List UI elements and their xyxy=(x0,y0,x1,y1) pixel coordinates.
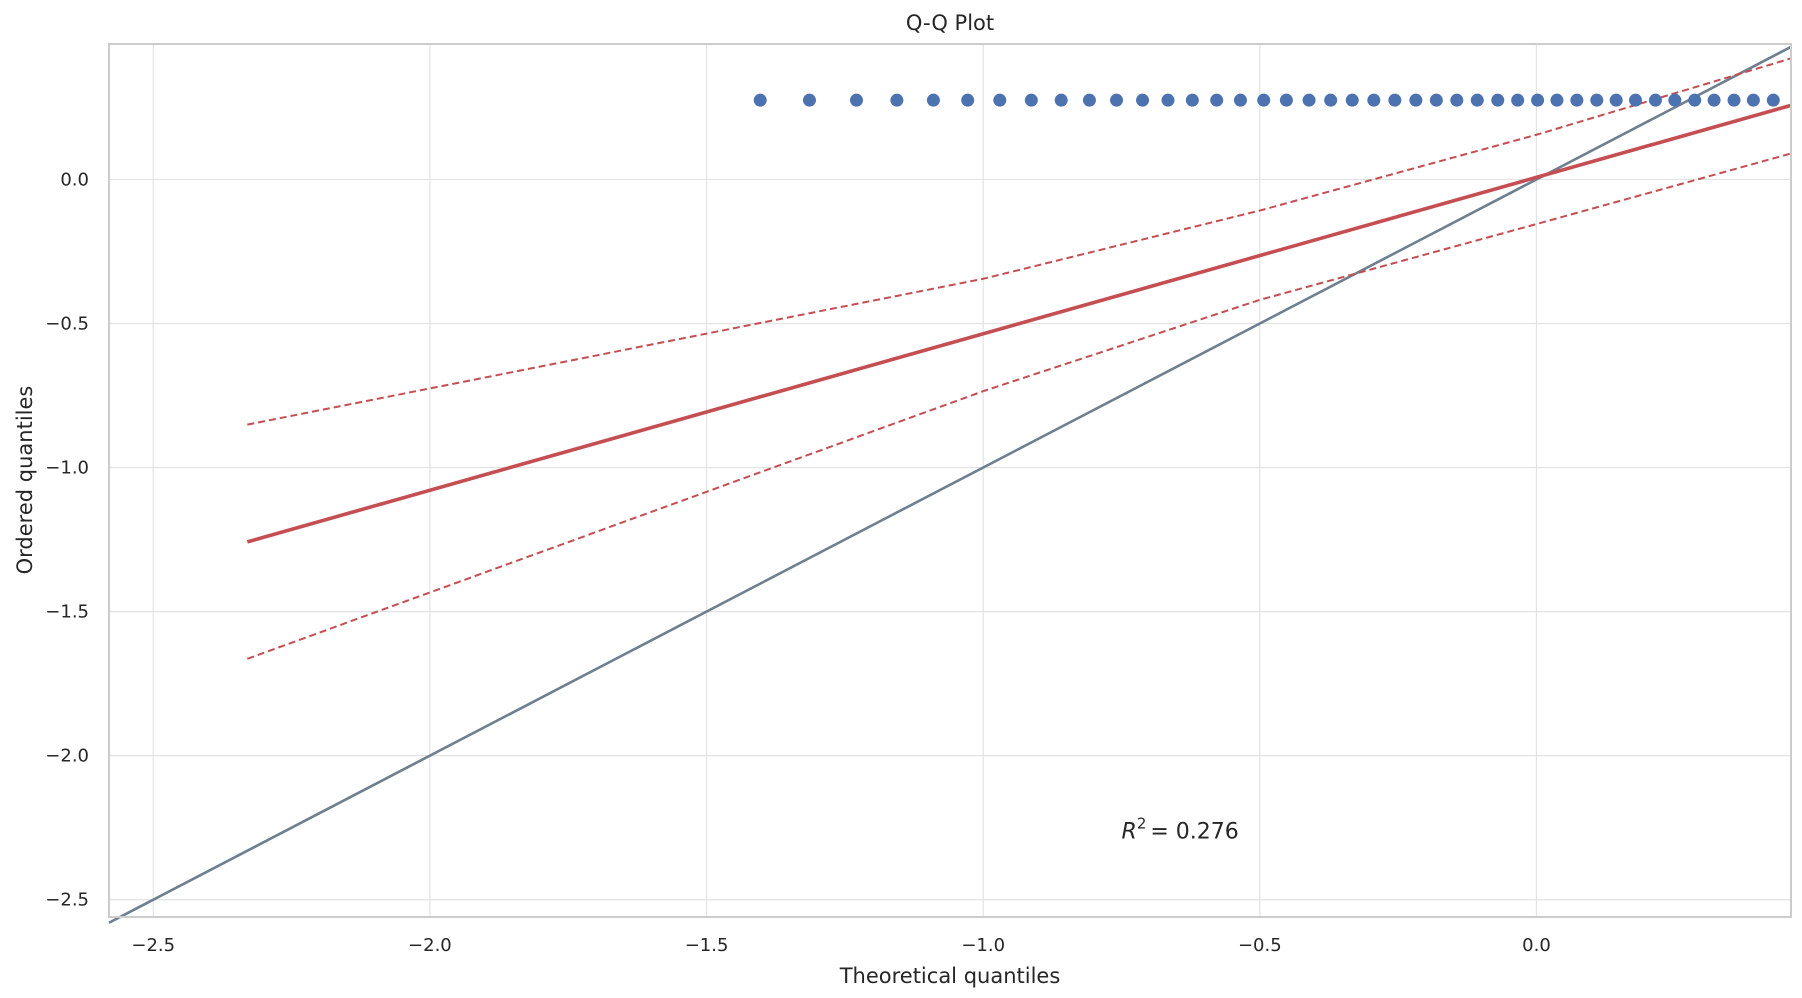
data-point xyxy=(1429,93,1443,107)
data-point xyxy=(1082,93,1096,107)
x-tick-label: −2.0 xyxy=(408,935,452,956)
chart-title: Q-Q Plot xyxy=(906,11,994,35)
x-tick-label: −0.5 xyxy=(1238,935,1282,956)
data-point xyxy=(1302,93,1316,107)
data-point xyxy=(1511,93,1525,107)
data-points xyxy=(753,93,1780,107)
data-point xyxy=(1648,93,1662,107)
x-tick-labels: −2.5 −2.0 −1.5 −1.0 −0.5 0.0 xyxy=(131,935,1550,956)
data-point xyxy=(1210,93,1224,107)
fit-line-layer xyxy=(246,103,1792,544)
data-point xyxy=(1727,93,1741,107)
data-point xyxy=(961,93,975,107)
data-point xyxy=(1470,93,1484,107)
r-squared-superscript: 2 xyxy=(1137,815,1147,833)
y-tick-label: −0.5 xyxy=(45,313,89,334)
data-point xyxy=(1629,93,1643,107)
data-point xyxy=(1161,93,1175,107)
data-point xyxy=(1409,93,1423,107)
data-point xyxy=(753,93,767,107)
data-point xyxy=(993,93,1007,107)
data-point xyxy=(1688,93,1702,107)
reference-line-layer xyxy=(108,45,1792,924)
data-point xyxy=(926,93,940,107)
data-point xyxy=(1550,93,1564,107)
data-point xyxy=(1233,93,1247,107)
data-point xyxy=(1024,93,1038,107)
y-tick-label: −2.0 xyxy=(45,746,89,767)
plot-area xyxy=(109,44,1791,917)
data-point xyxy=(1766,93,1780,107)
data-point xyxy=(1609,93,1623,107)
grid xyxy=(109,44,1791,917)
plot-frame xyxy=(108,43,1792,918)
x-tick-label: −1.0 xyxy=(961,935,1005,956)
y-tick-label: −2.5 xyxy=(45,890,89,911)
data-point xyxy=(1136,93,1150,107)
y-axis-label: Ordered quantiles xyxy=(13,386,37,575)
data-point xyxy=(890,93,904,107)
confidence-band-upper xyxy=(247,57,1792,426)
data-point xyxy=(1185,93,1199,107)
y-tick-labels: 0.0 −0.5 −1.0 −1.5 −2.0 −2.5 xyxy=(45,169,89,910)
data-point xyxy=(1491,93,1505,107)
data-point xyxy=(1257,93,1271,107)
data-point xyxy=(1450,93,1464,107)
y-tick-label: 0.0 xyxy=(60,169,89,190)
reference-line xyxy=(108,45,1792,924)
data-point xyxy=(849,93,863,107)
r-squared-symbol: R xyxy=(1122,820,1137,845)
data-point xyxy=(802,93,816,107)
x-tick-label: −1.5 xyxy=(685,935,729,956)
data-point xyxy=(1110,93,1124,107)
y-tick-label: −1.0 xyxy=(45,458,89,479)
data-point xyxy=(1345,93,1359,107)
data-point xyxy=(1570,93,1584,107)
y-tick-label: −1.5 xyxy=(45,602,89,623)
data-point xyxy=(1707,93,1721,107)
r-squared-value: = 0.276 xyxy=(1150,820,1238,845)
data-point xyxy=(1668,93,1682,107)
data-point xyxy=(1746,93,1760,107)
confidence-band-lower xyxy=(246,152,1792,660)
data-point xyxy=(1388,93,1402,107)
fit-line xyxy=(246,103,1792,544)
data-point xyxy=(1590,93,1604,107)
data-point xyxy=(1279,93,1293,107)
confidence-bands-layer xyxy=(246,57,1792,660)
r-squared-annotation: R2 = 0.276 xyxy=(1122,815,1239,845)
data-point xyxy=(1531,93,1545,107)
data-point xyxy=(1324,93,1338,107)
data-point xyxy=(1367,93,1381,107)
data-point xyxy=(1054,93,1068,107)
x-axis-label: Theoretical quantiles xyxy=(839,964,1061,988)
x-tick-label: −2.5 xyxy=(131,935,175,956)
x-tick-label: 0.0 xyxy=(1522,935,1551,956)
